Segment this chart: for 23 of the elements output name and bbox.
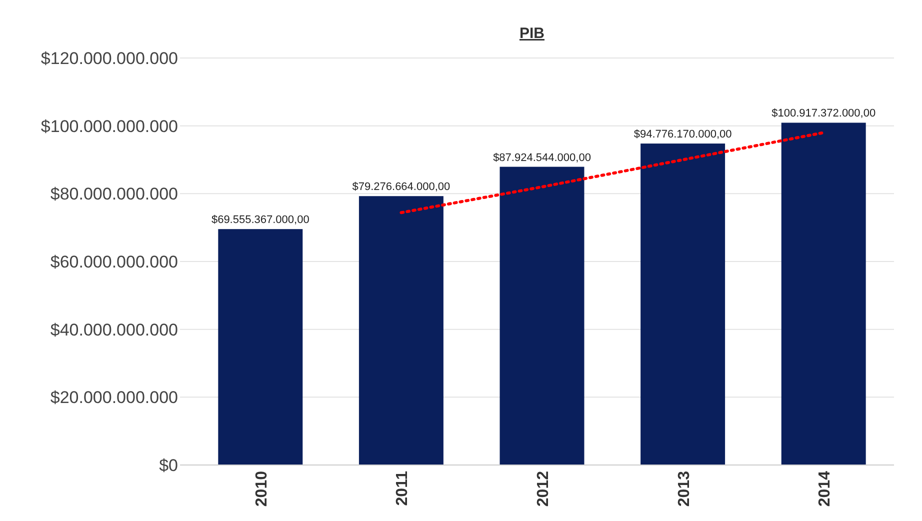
y-tick-label: $80.000.000.000 [50,184,178,204]
bar [500,166,584,465]
bar [218,229,303,465]
data-label: $79.276.664.000,00 [352,181,450,194]
bar [358,196,444,465]
bar [640,144,726,465]
chart-title: PIB [519,25,545,42]
y-tick-label: $120.000.000.000 [40,48,178,68]
x-tick-label: 2010 [253,470,270,507]
y-tick-label: $40.000.000.000 [50,320,178,340]
x-tick-label: 2014 [816,470,834,507]
data-label: $94.776.170.000,00 [634,128,732,141]
data-label: $87.924.544.000,00 [493,152,591,164]
data-label: $100.917.372.000,00 [772,108,876,120]
data-label: $69.555.367.000,00 [211,214,310,226]
y-tick-label: $100.000.000.000 [40,116,178,136]
bar [781,122,866,465]
y-tick-label: $20.000.000.000 [50,388,178,408]
y-tick-label: $60.000.000.000 [50,252,178,272]
x-tick-label: 2011 [394,470,412,506]
x-tick-label: 2013 [676,470,693,507]
x-tick-label: 2012 [535,470,552,507]
y-tick-label: $0 [159,456,178,475]
